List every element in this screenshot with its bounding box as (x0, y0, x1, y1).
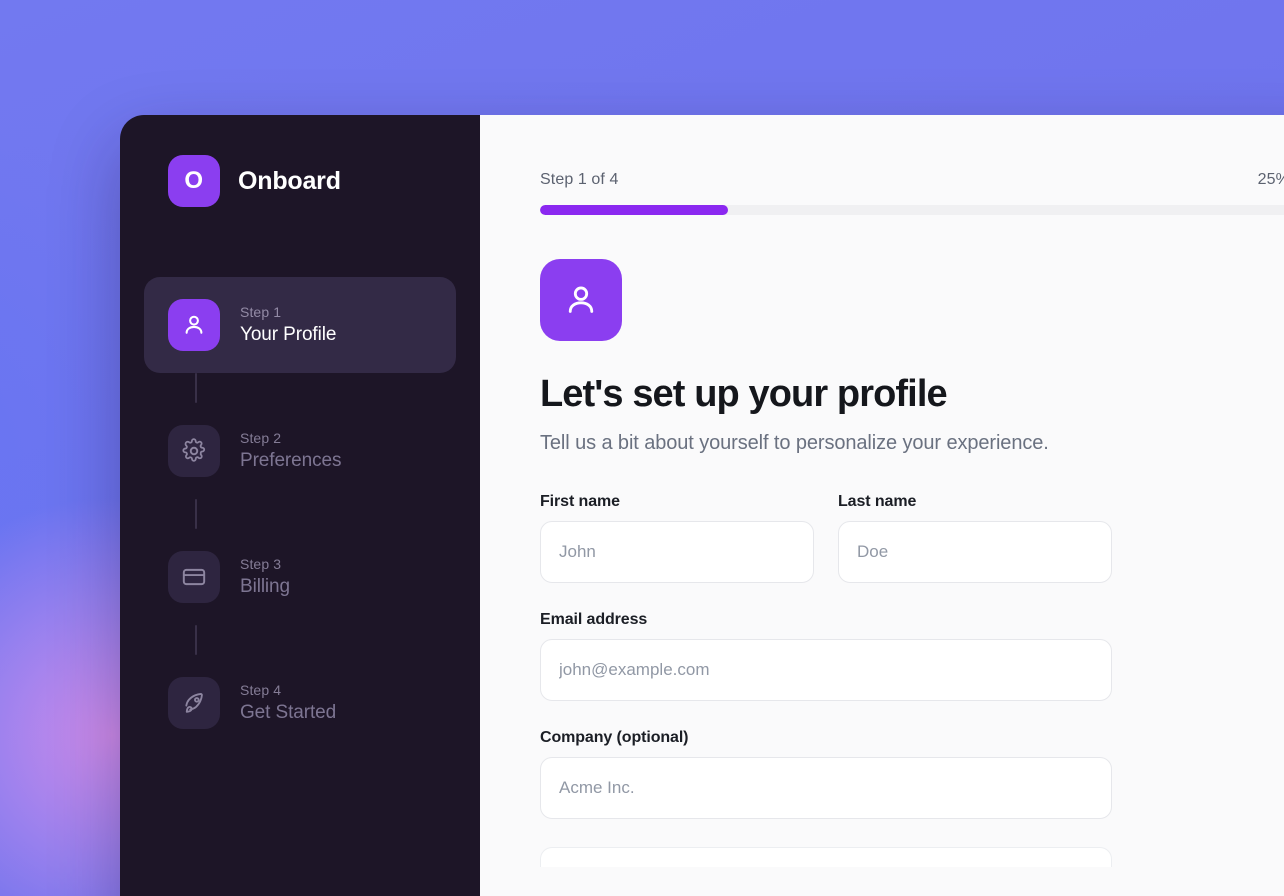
sidebar-item-preferences[interactable]: Step 2 Preferences (144, 403, 456, 499)
page-title: Let's set up your profile (540, 373, 948, 415)
gear-icon (168, 425, 220, 477)
company-input[interactable] (540, 757, 1112, 819)
page-subtitle: Tell us a bit about yourself to personal… (540, 432, 1049, 454)
step-connector (195, 373, 197, 403)
user-icon (168, 299, 220, 351)
first-name-field-group: First name (540, 493, 814, 583)
sidebar-item-text: Step 2 Preferences (240, 430, 341, 472)
sidebar-item-billing[interactable]: Step 3 Billing (144, 529, 456, 625)
sidebar-item-kicker: Step 4 (240, 682, 282, 698)
last-name-field-group: Last name (838, 493, 1112, 583)
sidebar-item-label: Get Started (240, 702, 337, 723)
sidebar-item-text: Step 1 Your Profile (240, 304, 336, 346)
sidebar: O Onboard Step 1 Your Profile (120, 115, 480, 896)
profile-hero-icon (540, 259, 622, 341)
rocket-icon (168, 677, 220, 729)
brand-logo-icon: O (168, 155, 220, 207)
company-field-group: Company (optional) (540, 729, 1112, 819)
brand-name: Onboard (238, 166, 341, 195)
last-name-input[interactable] (838, 521, 1112, 583)
sidebar-item-text: Step 4 Get Started (240, 682, 336, 724)
progress-bar (540, 205, 1284, 215)
sidebar-item-label: Preferences (240, 450, 342, 471)
profile-form: First name Last name Email address Compa… (540, 493, 1112, 867)
first-name-label: First name (540, 493, 620, 510)
first-name-input[interactable] (540, 521, 814, 583)
sidebar-item-kicker: Step 3 (240, 556, 282, 572)
brand: O Onboard (144, 151, 456, 207)
sidebar-item-label: Your Profile (240, 324, 337, 345)
main-panel: Step 1 of 4 25% Let's set up your profil… (480, 115, 1284, 896)
step-nav: Step 1 Your Profile Step 2 Preferences (144, 277, 456, 751)
app-window: O Onboard Step 1 Your Profile (120, 115, 1284, 896)
credit-card-icon (168, 551, 220, 603)
sidebar-item-label: Billing (240, 576, 290, 597)
email-input[interactable] (540, 639, 1112, 701)
progress-header: Step 1 of 4 25% (540, 171, 1284, 189)
sidebar-item-get-started[interactable]: Step 4 Get Started (144, 655, 456, 751)
sidebar-item-kicker: Step 2 (240, 430, 282, 446)
progress-percent-label: 25% (1257, 171, 1284, 188)
step-connector (195, 499, 197, 529)
sidebar-item-text: Step 3 Billing (240, 556, 290, 598)
company-label: Company (optional) (540, 729, 689, 746)
progress-step-label: Step 1 of 4 (540, 171, 619, 188)
email-field-group: Email address (540, 611, 1112, 701)
step-connector (195, 625, 197, 655)
sidebar-item-your-profile[interactable]: Step 1 Your Profile (144, 277, 456, 373)
name-row: First name Last name (540, 493, 1112, 611)
last-name-label: Last name (838, 493, 917, 510)
email-label: Email address (540, 611, 648, 628)
next-field-peek (540, 847, 1112, 867)
progress-bar-fill (540, 205, 728, 215)
sidebar-item-kicker: Step 1 (240, 304, 282, 320)
